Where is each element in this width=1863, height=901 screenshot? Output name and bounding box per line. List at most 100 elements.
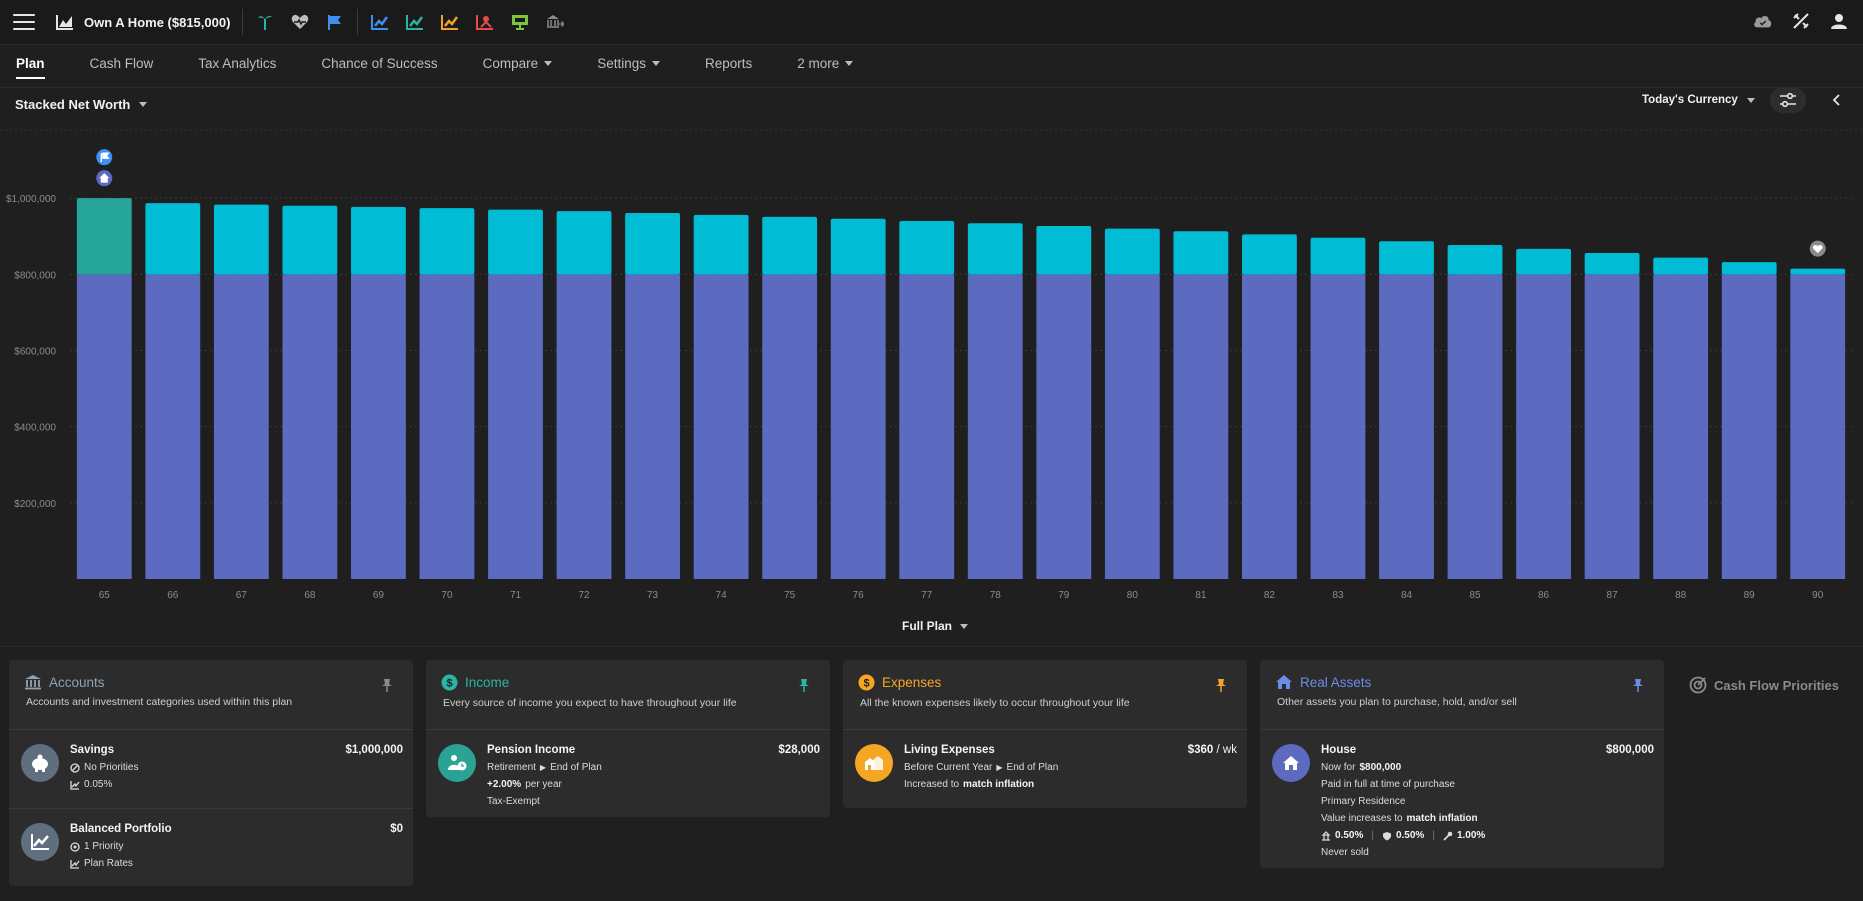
income-item-pension[interactable]: Pension Income $28,000 Retirement ▶ End …	[426, 730, 830, 817]
x-tick-label: 66	[167, 590, 179, 601]
real-assets-card-header[interactable]: Real Assets Other assets you plan to pur…	[1260, 660, 1664, 730]
y-tick-label: $800,000	[14, 270, 56, 281]
end-text: End of Plan	[550, 762, 602, 773]
flag-icon[interactable]	[325, 12, 345, 32]
collapse-panel-button[interactable]	[1832, 94, 1842, 109]
chart-scenario-1-icon[interactable]	[370, 12, 390, 32]
tools-icon[interactable]	[1791, 11, 1811, 31]
chart-scenario-4-icon[interactable]	[475, 12, 495, 32]
cash-flow-priorities-label: Cash Flow Priorities	[1714, 677, 1839, 693]
bar-house-80	[1104, 274, 1160, 579]
tab-cash-flow[interactable]: Cash Flow	[90, 56, 154, 77]
bar-house-73	[625, 274, 680, 579]
bar-savings-66	[145, 203, 201, 275]
chart-settings-button[interactable]	[1770, 87, 1806, 113]
tab-plan[interactable]: Plan	[16, 56, 45, 79]
home-icon	[1272, 744, 1310, 782]
tab-tax-analytics[interactable]: Tax Analytics	[198, 56, 276, 77]
bar-savings-84	[1379, 241, 1434, 275]
chart-view-select[interactable]: Stacked Net Worth	[15, 97, 148, 112]
purchase-value: $800,000	[1359, 762, 1402, 773]
bar-house-81	[1173, 274, 1229, 579]
bar-savings-70	[419, 208, 475, 275]
bar-savings-86	[1516, 248, 1571, 275]
range-select[interactable]: Full Plan	[902, 619, 969, 633]
priorities-text: 1 Priority	[84, 841, 124, 852]
expense-item-living[interactable]: Living Expenses $360 / wk Before Current…	[843, 730, 1247, 808]
income-card-header[interactable]: $ Income Every source of income you expe…	[426, 660, 830, 730]
x-tick-label: 79	[1058, 590, 1070, 601]
payment-text: Paid in full at time of purchase	[1321, 779, 1455, 790]
chart-scenario-2-icon[interactable]	[405, 12, 425, 32]
tab-label: Cash Flow	[89, 56, 154, 71]
chevron-down-icon	[845, 61, 854, 66]
accounts-card-header[interactable]: Accounts Accounts and investment categor…	[9, 660, 413, 730]
user-icon[interactable]	[1829, 11, 1849, 31]
tab-label: Chance of Success	[321, 56, 438, 71]
item-name: Balanced Portfolio	[70, 823, 172, 835]
growth-chart-icon	[70, 780, 80, 790]
start-text: Retirement	[487, 762, 536, 773]
flag-icon	[100, 152, 110, 163]
x-tick-label: 86	[1538, 590, 1550, 601]
arrow-right-icon: ▶	[996, 763, 1003, 772]
bar-savings-68	[282, 205, 338, 275]
bar-house-72	[556, 274, 612, 579]
presentation-icon[interactable]	[510, 12, 530, 32]
x-tick-label: 67	[236, 590, 248, 601]
start-text: Before Current Year	[904, 762, 993, 773]
account-item-savings[interactable]: Savings $1,000,000 No Priorities 0.05%	[9, 730, 413, 808]
currency-select[interactable]: Today's Currency	[1642, 94, 1755, 106]
plan-selector[interactable]: Own A Home ($815,000)	[56, 14, 230, 30]
bank-arrow-icon[interactable]	[545, 12, 565, 32]
y-tick-label: $400,000	[14, 423, 56, 434]
pin-icon[interactable]	[1215, 678, 1227, 695]
tab-settings[interactable]: Settings	[597, 56, 660, 77]
main-tabs: Plan Cash Flow Tax Analytics Chance of S…	[0, 56, 898, 86]
svg-text:$: $	[863, 678, 869, 690]
item-timing: Retirement ▶ End of Plan	[487, 762, 820, 773]
cloud-icon[interactable]	[1753, 11, 1773, 31]
item-growth: +2.00% per year	[487, 779, 820, 790]
chevron-left-icon	[1832, 94, 1840, 106]
tab-label: Plan	[16, 56, 45, 71]
tab-reports[interactable]: Reports	[705, 56, 752, 77]
item-name: Living Expenses	[904, 744, 995, 756]
x-tick-label: 85	[1469, 590, 1481, 601]
income-card: $ Income Every source of income you expe…	[426, 660, 830, 817]
expenses-card-header[interactable]: $ Expenses All the known expenses likely…	[843, 660, 1247, 730]
tab-more[interactable]: 2 more	[797, 56, 854, 77]
bar-house-69	[351, 274, 406, 579]
pin-icon[interactable]	[798, 678, 810, 695]
bar-savings-85	[1447, 245, 1503, 275]
chart-scenario-3-icon[interactable]	[440, 12, 460, 32]
bar-house-65	[76, 274, 132, 579]
appreciation-value: match inflation	[1406, 813, 1478, 824]
growth-prefix: Increased to	[904, 779, 960, 790]
bar-house-89	[1721, 274, 1777, 579]
tab-chance-of-success[interactable]: Chance of Success	[321, 56, 437, 77]
tab-compare[interactable]: Compare	[483, 56, 553, 77]
hamburger-menu-icon[interactable]	[13, 14, 35, 30]
toolbar-divider	[242, 9, 244, 35]
pin-icon[interactable]	[381, 678, 393, 695]
item-sale: Never sold	[1321, 847, 1654, 858]
account-item-balanced-portfolio[interactable]: Balanced Portfolio $0 1 Priority Plan Ra…	[9, 808, 413, 886]
pin-icon[interactable]	[1632, 678, 1644, 695]
separator: |	[1432, 830, 1435, 841]
x-tick-label: 80	[1127, 590, 1139, 601]
bar-house-71	[488, 274, 543, 579]
x-tick-label: 87	[1607, 590, 1619, 601]
svg-text:$: $	[446, 678, 452, 690]
chart-divider	[0, 646, 1863, 647]
palm-icon[interactable]	[255, 12, 275, 32]
real-assets-card: Real Assets Other assets you plan to pur…	[1260, 660, 1664, 868]
y-tick-label: $600,000	[14, 347, 56, 358]
x-tick-label: 89	[1744, 590, 1756, 601]
portfolio-chart-icon	[21, 823, 59, 861]
y-tick-label: $200,000	[14, 499, 56, 510]
real-asset-item-house[interactable]: House $800,000 Now for $800,000 Paid in …	[1260, 730, 1664, 868]
cash-flow-priorities-button[interactable]: Cash Flow Priorities	[1689, 676, 1839, 694]
heart-monitor-icon[interactable]	[290, 12, 310, 32]
bar-savings-77	[899, 221, 955, 275]
